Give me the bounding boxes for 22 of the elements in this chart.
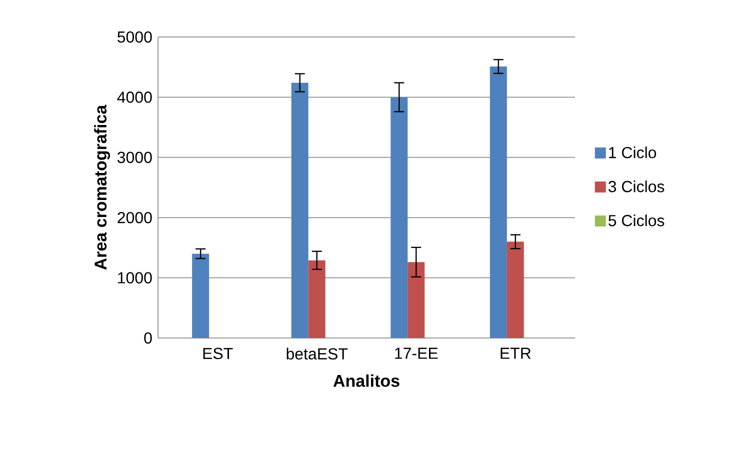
bar: [308, 260, 326, 338]
legend-label: 1 Ciclo: [609, 146, 656, 158]
bar: [506, 242, 524, 338]
x-tick-label: 17-EE: [395, 348, 438, 359]
x-tick-label: ETR: [500, 348, 531, 359]
y-tick-label: 4000: [117, 92, 152, 103]
y-tick-label: 0: [144, 332, 152, 344]
y-tick-label: 1000: [118, 272, 152, 284]
x-tick-label: EST: [203, 348, 233, 360]
bar: [390, 97, 408, 338]
bar: [408, 262, 425, 338]
x-tick-label: betaEST: [286, 348, 348, 360]
y-tick-label: 3000: [117, 152, 152, 164]
y-tick-label: 5000: [118, 31, 152, 43]
x-axis-title: Analitos: [333, 374, 400, 387]
legend-label: 5 Ciclos: [608, 214, 664, 226]
y-tick-label: 2000: [118, 212, 152, 224]
bar: [291, 82, 308, 338]
y-axis-title: Area cromatografica: [94, 104, 110, 270]
bar: [490, 66, 507, 338]
legend-label: 3 Ciclos: [608, 180, 664, 192]
bar: [192, 254, 210, 338]
